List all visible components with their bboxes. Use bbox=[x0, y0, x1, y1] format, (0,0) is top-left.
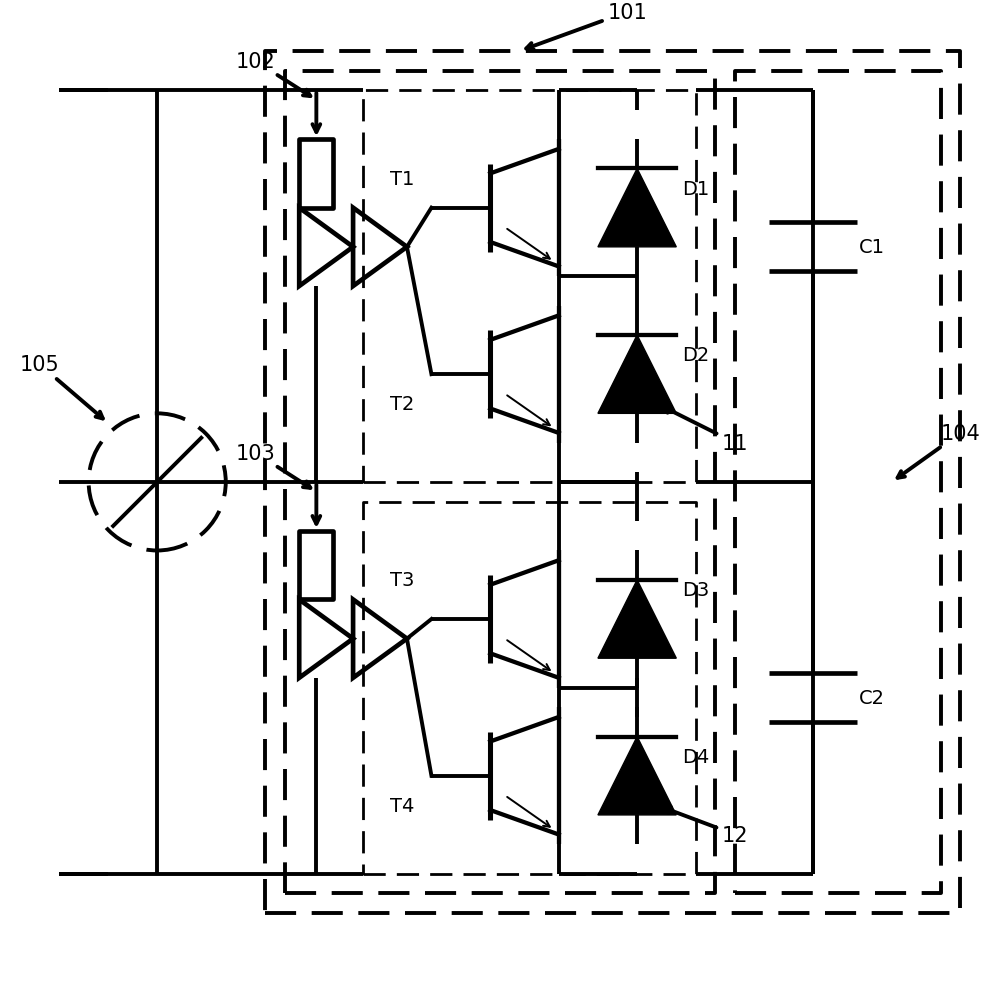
Text: T4: T4 bbox=[390, 796, 414, 815]
Text: 11: 11 bbox=[663, 408, 748, 453]
Polygon shape bbox=[598, 737, 676, 815]
Text: D1: D1 bbox=[682, 179, 710, 199]
Text: 102: 102 bbox=[235, 52, 310, 97]
Text: 103: 103 bbox=[235, 443, 310, 488]
Text: T2: T2 bbox=[390, 395, 414, 414]
Text: D4: D4 bbox=[682, 746, 710, 766]
Text: T3: T3 bbox=[390, 571, 414, 589]
Polygon shape bbox=[598, 169, 676, 248]
Text: T1: T1 bbox=[390, 170, 414, 189]
Polygon shape bbox=[598, 580, 676, 659]
Polygon shape bbox=[598, 336, 676, 414]
Text: C1: C1 bbox=[859, 239, 885, 257]
Text: 104: 104 bbox=[898, 423, 980, 478]
Text: 12: 12 bbox=[663, 807, 748, 845]
Text: 105: 105 bbox=[20, 355, 103, 419]
Text: 101: 101 bbox=[526, 3, 647, 51]
Text: C2: C2 bbox=[859, 688, 885, 707]
Text: D3: D3 bbox=[682, 580, 710, 599]
Text: D2: D2 bbox=[682, 346, 710, 365]
